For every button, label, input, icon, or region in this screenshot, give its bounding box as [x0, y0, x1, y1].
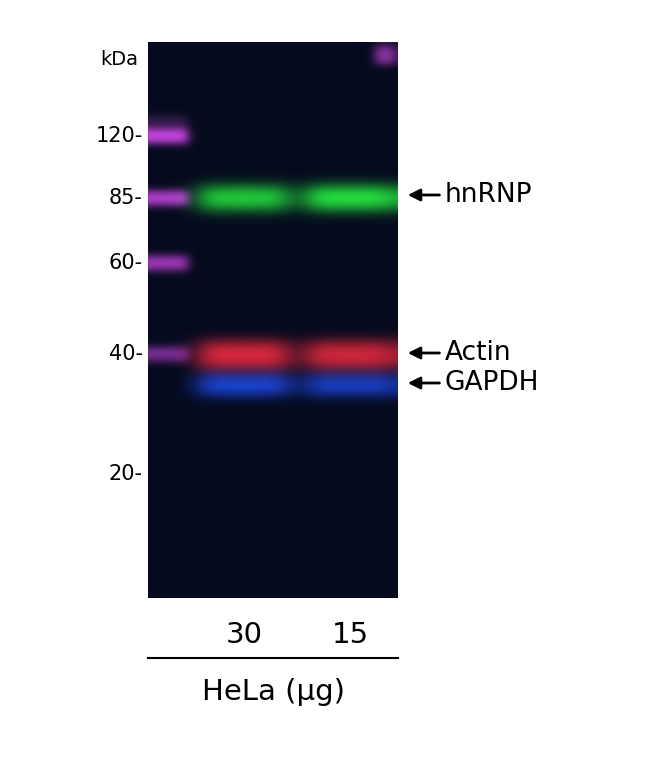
Text: 85-: 85-	[109, 188, 143, 208]
Text: 60-: 60-	[109, 253, 143, 273]
Text: hnRNP: hnRNP	[411, 182, 532, 208]
Text: 120-: 120-	[96, 126, 143, 146]
Text: 15: 15	[332, 621, 369, 649]
Text: 40-: 40-	[109, 344, 143, 364]
Text: 30: 30	[226, 621, 263, 649]
Text: kDa: kDa	[100, 50, 138, 69]
Text: GAPDH: GAPDH	[411, 370, 540, 396]
Text: 20-: 20-	[109, 464, 143, 484]
Text: Actin: Actin	[411, 340, 512, 366]
Text: HeLa (μg): HeLa (μg)	[202, 678, 344, 706]
